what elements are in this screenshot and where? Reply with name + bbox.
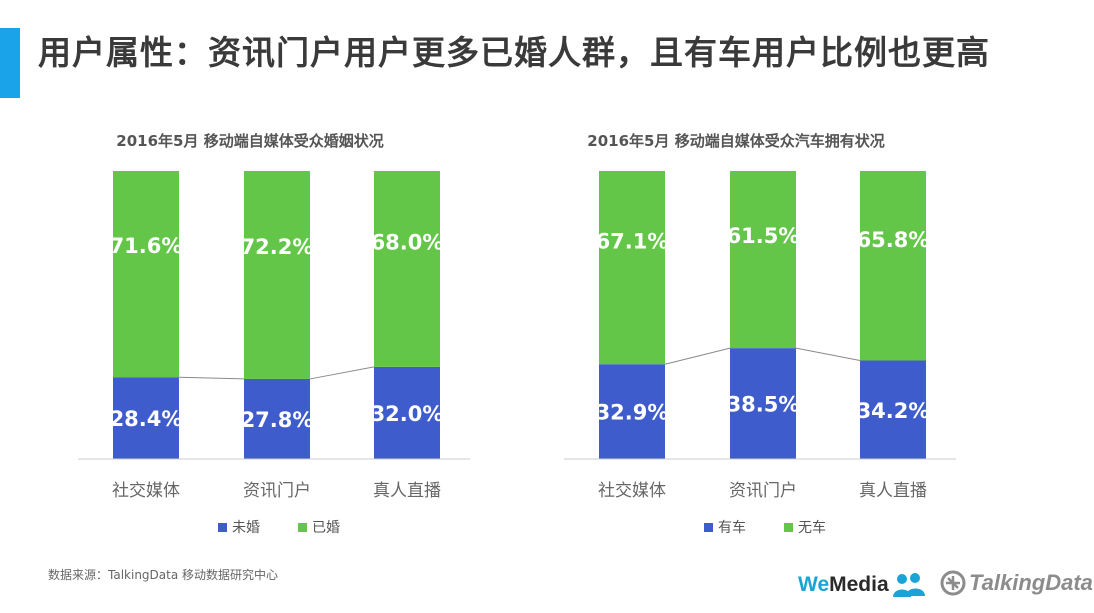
data-label: 65.8% xyxy=(857,228,930,252)
data-label: 32.9% xyxy=(596,401,669,425)
data-label: 27.8% xyxy=(241,408,314,432)
legend-label: 有车 xyxy=(718,519,746,536)
data-label: 34.2% xyxy=(857,399,930,423)
bar-segment-已婚 xyxy=(374,171,440,367)
series-connector-line xyxy=(309,366,375,380)
talkingdata-logo-text: TalkingData xyxy=(969,570,1093,595)
data-label: 32.0% xyxy=(371,402,444,426)
bar-segment-无车 xyxy=(599,171,665,365)
marital-status-chart: 2016年5月 移动端自媒体受众婚姻状况 28.4% 71.6% 社交媒体 27.8% 7… xyxy=(78,132,470,536)
chart-title: 2016年5月 移动端自媒体受众婚姻状况 xyxy=(116,132,383,150)
legend-swatch xyxy=(218,523,227,532)
bar-segment-有车 xyxy=(599,364,665,459)
bar-segment-无车 xyxy=(730,171,796,349)
source-text: 数据来源：TalkingData 移动数据研究中心 xyxy=(48,568,279,582)
legend-swatch xyxy=(298,523,307,532)
source-note: 数据来源：TalkingData 移动数据研究中心 xyxy=(48,566,278,583)
bar-segment-已婚 xyxy=(244,171,310,379)
chart-legend: 有车 无车 xyxy=(704,519,826,536)
series-connector-line xyxy=(795,347,861,361)
data-label: 67.1% xyxy=(596,230,669,254)
bar-segment-未婚 xyxy=(374,366,440,459)
chart-title: 2016年5月 移动端自媒体受众汽车拥有状况 xyxy=(587,132,884,150)
bar-segment-有车 xyxy=(860,360,926,459)
page-title: 用户属性：资讯门户用户更多已婚人群，且有车用户比例也更高 xyxy=(38,33,990,72)
wemedia-logo-media: Media xyxy=(829,573,889,596)
legend-label: 已婚 xyxy=(312,520,340,536)
bar-segment-已婚 xyxy=(113,171,179,378)
title-accent-bar xyxy=(0,28,20,98)
data-label: 72.2% xyxy=(241,235,314,259)
car-ownership-chart: 2016年5月 移动端自媒体受众汽车拥有状况 32.9% 67.1% 社交媒体 38.5… xyxy=(564,132,956,536)
data-label: 38.5% xyxy=(727,393,800,417)
x-tick-label: 真人直播 xyxy=(859,481,927,501)
legend-label: 未婚 xyxy=(232,520,260,536)
series-connector-line xyxy=(178,376,245,380)
talkingdata-logo: TalkingData xyxy=(940,570,1093,596)
bar-segment-未婚 xyxy=(113,377,179,459)
x-tick-label: 真人直播 xyxy=(373,481,441,501)
legend-label: 无车 xyxy=(798,519,826,536)
people-icon xyxy=(892,573,925,597)
x-tick-label: 社交媒体 xyxy=(112,481,180,501)
series-connector-line xyxy=(664,347,731,365)
data-label: 68.0% xyxy=(371,231,444,255)
bar-segment-未婚 xyxy=(244,378,310,459)
chart-legend: 未婚 已婚 xyxy=(218,520,340,536)
bar-segment-无车 xyxy=(860,171,926,361)
wemedia-logo-we: We xyxy=(798,573,830,596)
x-tick-label: 社交媒体 xyxy=(598,481,666,501)
wemedia-logo: We Media xyxy=(798,572,926,598)
bar-segment-有车 xyxy=(730,348,796,459)
x-tick-label: 资讯门户 xyxy=(729,481,797,501)
data-label: 71.6% xyxy=(110,234,183,258)
talkingdata-mark-icon xyxy=(940,570,966,596)
legend-swatch xyxy=(784,523,793,532)
data-label: 28.4% xyxy=(110,407,183,431)
data-label: 61.5% xyxy=(727,224,800,248)
legend-swatch xyxy=(704,523,713,532)
x-tick-label: 资讯门户 xyxy=(243,481,311,501)
